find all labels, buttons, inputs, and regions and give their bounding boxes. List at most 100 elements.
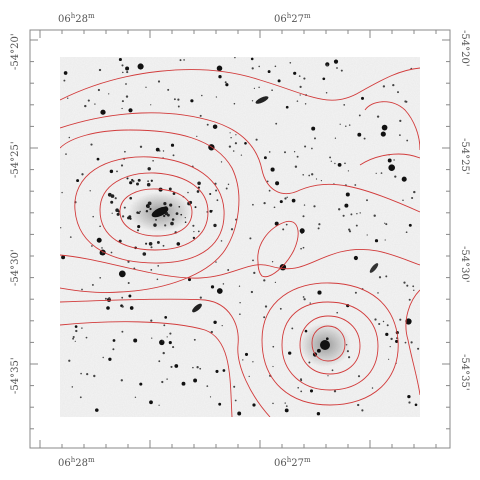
star [311, 173, 314, 176]
cluster-galaxy [213, 223, 217, 228]
star [100, 109, 106, 115]
star [137, 63, 144, 70]
star [394, 175, 397, 178]
star [127, 282, 130, 284]
star [314, 137, 316, 140]
star [325, 92, 328, 94]
star [121, 64, 124, 67]
cluster-galaxy [115, 208, 119, 212]
top-ra-label-1: 06h28m [58, 12, 95, 25]
star [320, 180, 322, 182]
cluster-galaxy [147, 167, 151, 171]
star [317, 290, 322, 295]
star [375, 172, 377, 174]
star [206, 385, 209, 387]
star [399, 318, 402, 321]
star [288, 351, 292, 355]
star [264, 305, 268, 308]
star [338, 208, 341, 211]
star [196, 366, 199, 369]
star [230, 228, 234, 231]
right-dec-label-1: -54°20' [459, 30, 470, 67]
star [271, 89, 273, 92]
contour-line-11 [261, 282, 399, 406]
star [108, 93, 110, 95]
cluster-galaxy [128, 215, 132, 219]
cluster-galaxy [209, 192, 212, 196]
cluster-galaxy [169, 203, 173, 207]
star [357, 132, 362, 137]
star [111, 212, 113, 214]
star [313, 205, 316, 208]
cluster-galaxy [126, 177, 129, 180]
edge-on-galaxy-top [255, 96, 269, 104]
star [114, 197, 117, 200]
star [121, 330, 124, 333]
star [374, 239, 379, 243]
star [405, 231, 408, 234]
star [309, 302, 311, 304]
star [176, 242, 181, 246]
star [274, 221, 279, 226]
star [199, 114, 202, 117]
star [209, 209, 213, 213]
star [95, 408, 99, 412]
star [382, 320, 385, 323]
star [274, 281, 277, 284]
star [268, 189, 271, 192]
star [291, 198, 296, 203]
star [187, 278, 192, 282]
star [402, 199, 404, 201]
star [79, 396, 82, 399]
star [385, 275, 388, 278]
star [363, 137, 366, 140]
star [164, 224, 167, 227]
axis-ticks [30, 30, 450, 448]
star [192, 224, 195, 227]
star [347, 170, 349, 172]
contour-line-16 [359, 153, 420, 166]
star [112, 339, 116, 342]
star [101, 247, 103, 249]
edge-on-galaxy-right [369, 263, 379, 273]
star [81, 288, 83, 291]
star [244, 141, 247, 145]
star [139, 145, 143, 148]
star [252, 203, 254, 206]
star [410, 341, 413, 344]
cluster-galaxy [142, 252, 147, 256]
star [270, 167, 275, 172]
cluster-galaxy [192, 236, 196, 240]
cluster-galaxy [150, 179, 153, 182]
axes-frame [29, 29, 451, 449]
cluster-galaxy [148, 241, 153, 246]
star [63, 71, 68, 75]
star [158, 404, 160, 406]
star [128, 108, 133, 113]
star [384, 239, 386, 241]
star [169, 332, 172, 335]
star [249, 237, 252, 240]
cluster-galaxy [178, 205, 181, 208]
star [122, 71, 124, 74]
star [81, 173, 84, 176]
star [326, 64, 329, 67]
star [350, 213, 353, 216]
star [199, 296, 202, 299]
cluster-galaxy [145, 242, 148, 245]
star [222, 283, 225, 285]
star [68, 136, 71, 139]
star [218, 402, 222, 406]
star [125, 66, 130, 71]
star [124, 150, 126, 153]
star [348, 124, 351, 126]
star [112, 348, 115, 351]
star [92, 215, 94, 218]
star [304, 145, 307, 148]
star [129, 306, 134, 310]
star [284, 402, 286, 404]
star [282, 228, 285, 231]
star [300, 247, 302, 250]
star [298, 75, 301, 77]
star [216, 65, 223, 72]
